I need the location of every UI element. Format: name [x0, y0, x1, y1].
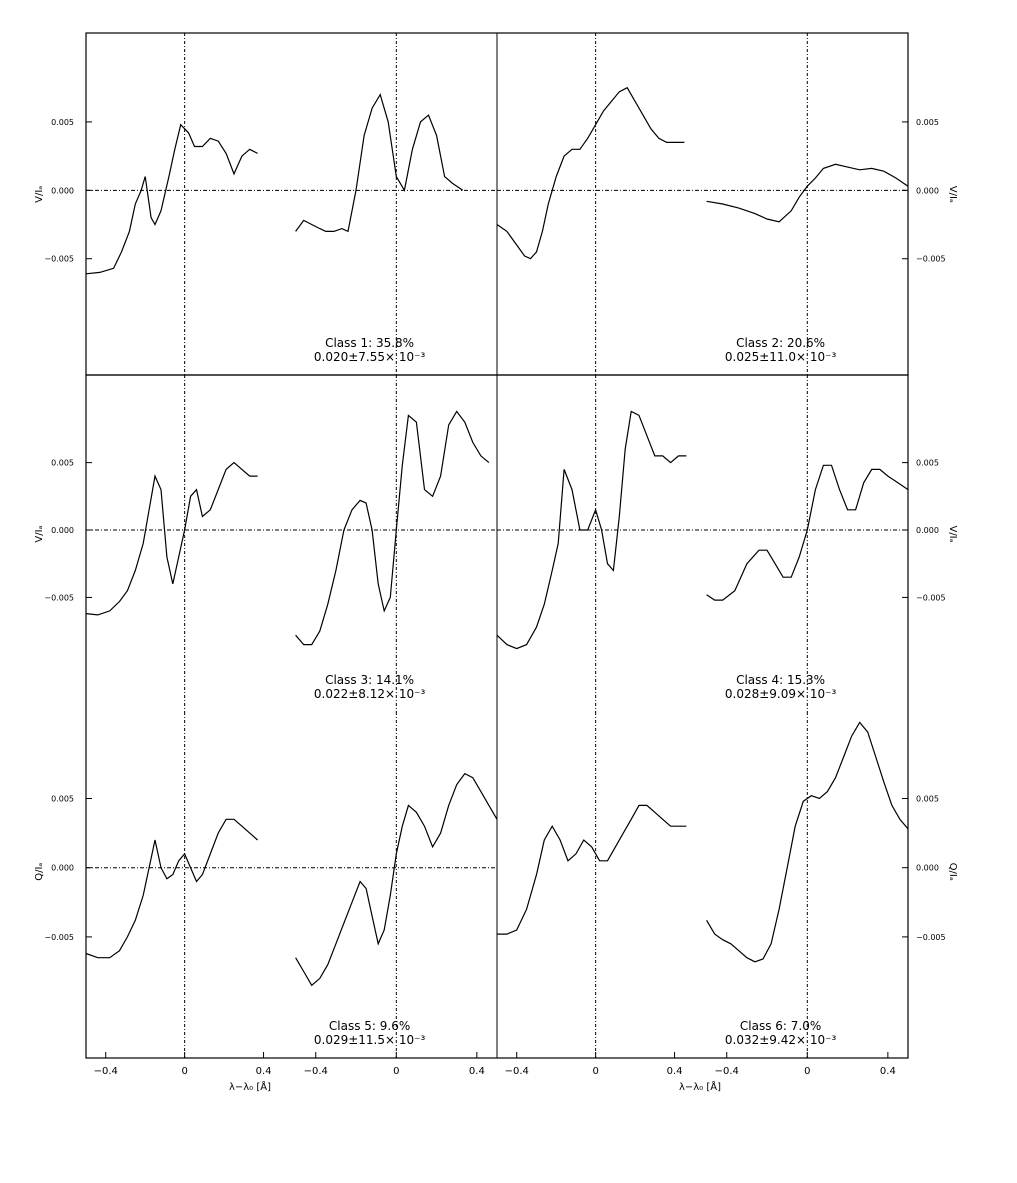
- x-tick-label: 0: [393, 1066, 399, 1077]
- y-tick-label: −0.005: [44, 255, 74, 264]
- y-tick-label: −0.005: [44, 933, 74, 942]
- x-tick-label: 0.4: [256, 1066, 272, 1077]
- y-tick-label: 0.005: [51, 118, 74, 127]
- y-tick-label: 0.000: [916, 526, 939, 535]
- y-tick-label: 0.005: [916, 795, 939, 804]
- class-stats-label: 0.020±7.55× 10⁻³: [314, 350, 426, 364]
- y-tick-label: 0.000: [51, 186, 74, 195]
- class-label: Class 3: 14.1%: [325, 673, 414, 687]
- y-tick-label: 0.005: [916, 118, 939, 127]
- y-tick-label: −0.005: [916, 255, 946, 264]
- profile-curve: [85, 461, 258, 616]
- profile-curve: [496, 410, 687, 650]
- profile-curve: [295, 410, 490, 646]
- class-stats-label: 0.025±11.0× 10⁻³: [725, 350, 837, 364]
- y-tick-label: −0.005: [44, 593, 74, 602]
- y-tick-label: 0.005: [51, 795, 74, 804]
- class-label: Class 5: 9.6%: [329, 1019, 410, 1033]
- x-tick-label: 0.4: [667, 1066, 683, 1077]
- x-axis-label-right: λ−λ₀ [Å]: [679, 1080, 721, 1093]
- x-tick-label: 0: [592, 1066, 598, 1077]
- y-axis-label: Q/Iₐ: [34, 863, 45, 881]
- x-tick-label: −0.4: [304, 1066, 328, 1077]
- y-tick-label: 0.000: [916, 186, 939, 195]
- profile-curve: [295, 772, 498, 987]
- y-axis-label: V/Iₐ: [34, 525, 45, 542]
- class-stats-label: 0.029±11.5× 10⁻³: [314, 1033, 426, 1047]
- class-label: Class 2: 20.6%: [736, 336, 825, 350]
- y-axis-label: V/Iₐ: [947, 186, 958, 203]
- y-tick-label: −0.005: [916, 593, 946, 602]
- panel-labels: V/Iₐ Class 1: 35.8%0.020±7.55× 10⁻³ V/Iₐ Cl…: [34, 186, 958, 1047]
- y-tick-label: 0.005: [916, 459, 939, 468]
- class-label: Class 1: 35.8%: [325, 336, 414, 350]
- class-stats-label: 0.022±8.12× 10⁻³: [314, 687, 426, 701]
- profile-curve: [706, 163, 909, 223]
- profile-curve: [496, 86, 685, 260]
- y-tick-label: 0.000: [51, 526, 74, 535]
- y-axis-label: Q/Iₐ: [947, 863, 958, 881]
- x-tick-label: −0.4: [94, 1066, 118, 1077]
- class-stats-label: 0.028±9.09× 10⁻³: [725, 687, 837, 701]
- panel-frames: [85, 32, 909, 1059]
- x-tick-label: 0.4: [469, 1066, 485, 1077]
- class-stats-label: 0.032±9.42× 10⁻³: [725, 1033, 837, 1047]
- x-tick-label: 0: [804, 1066, 810, 1077]
- class-label: Class 4: 15.3%: [736, 673, 825, 687]
- profile-curve: [85, 123, 258, 275]
- profile-curve: [85, 818, 258, 959]
- profile-curve: [706, 721, 909, 963]
- y-tick-label: 0.005: [51, 459, 74, 468]
- y-axis-label: V/Iₐ: [947, 525, 958, 542]
- x-tick-label: 0: [181, 1066, 187, 1077]
- x-tick-label: −0.4: [715, 1066, 739, 1077]
- class-label: Class 6: 7.0%: [740, 1019, 821, 1033]
- x-tick-label: −0.4: [505, 1066, 529, 1077]
- y-axis-label: V/Iₐ: [34, 186, 45, 203]
- profile-curve: [706, 464, 909, 601]
- profile-curve: [497, 804, 687, 935]
- stokes-curves: [85, 86, 909, 987]
- profile-curve: [295, 93, 464, 233]
- x-axis-label-left: λ−λ₀ [Å]: [229, 1080, 271, 1093]
- x-tick-label: 0.4: [880, 1066, 896, 1077]
- axis-ticks: 0.005 0.000 −0.005 0.005 0.000 −0.005 0.005 0.0…: [44, 118, 945, 1077]
- reference-lines: [86, 33, 908, 1058]
- y-tick-label: 0.000: [51, 864, 74, 873]
- y-tick-label: −0.005: [916, 933, 946, 942]
- y-tick-label: 0.000: [916, 864, 939, 873]
